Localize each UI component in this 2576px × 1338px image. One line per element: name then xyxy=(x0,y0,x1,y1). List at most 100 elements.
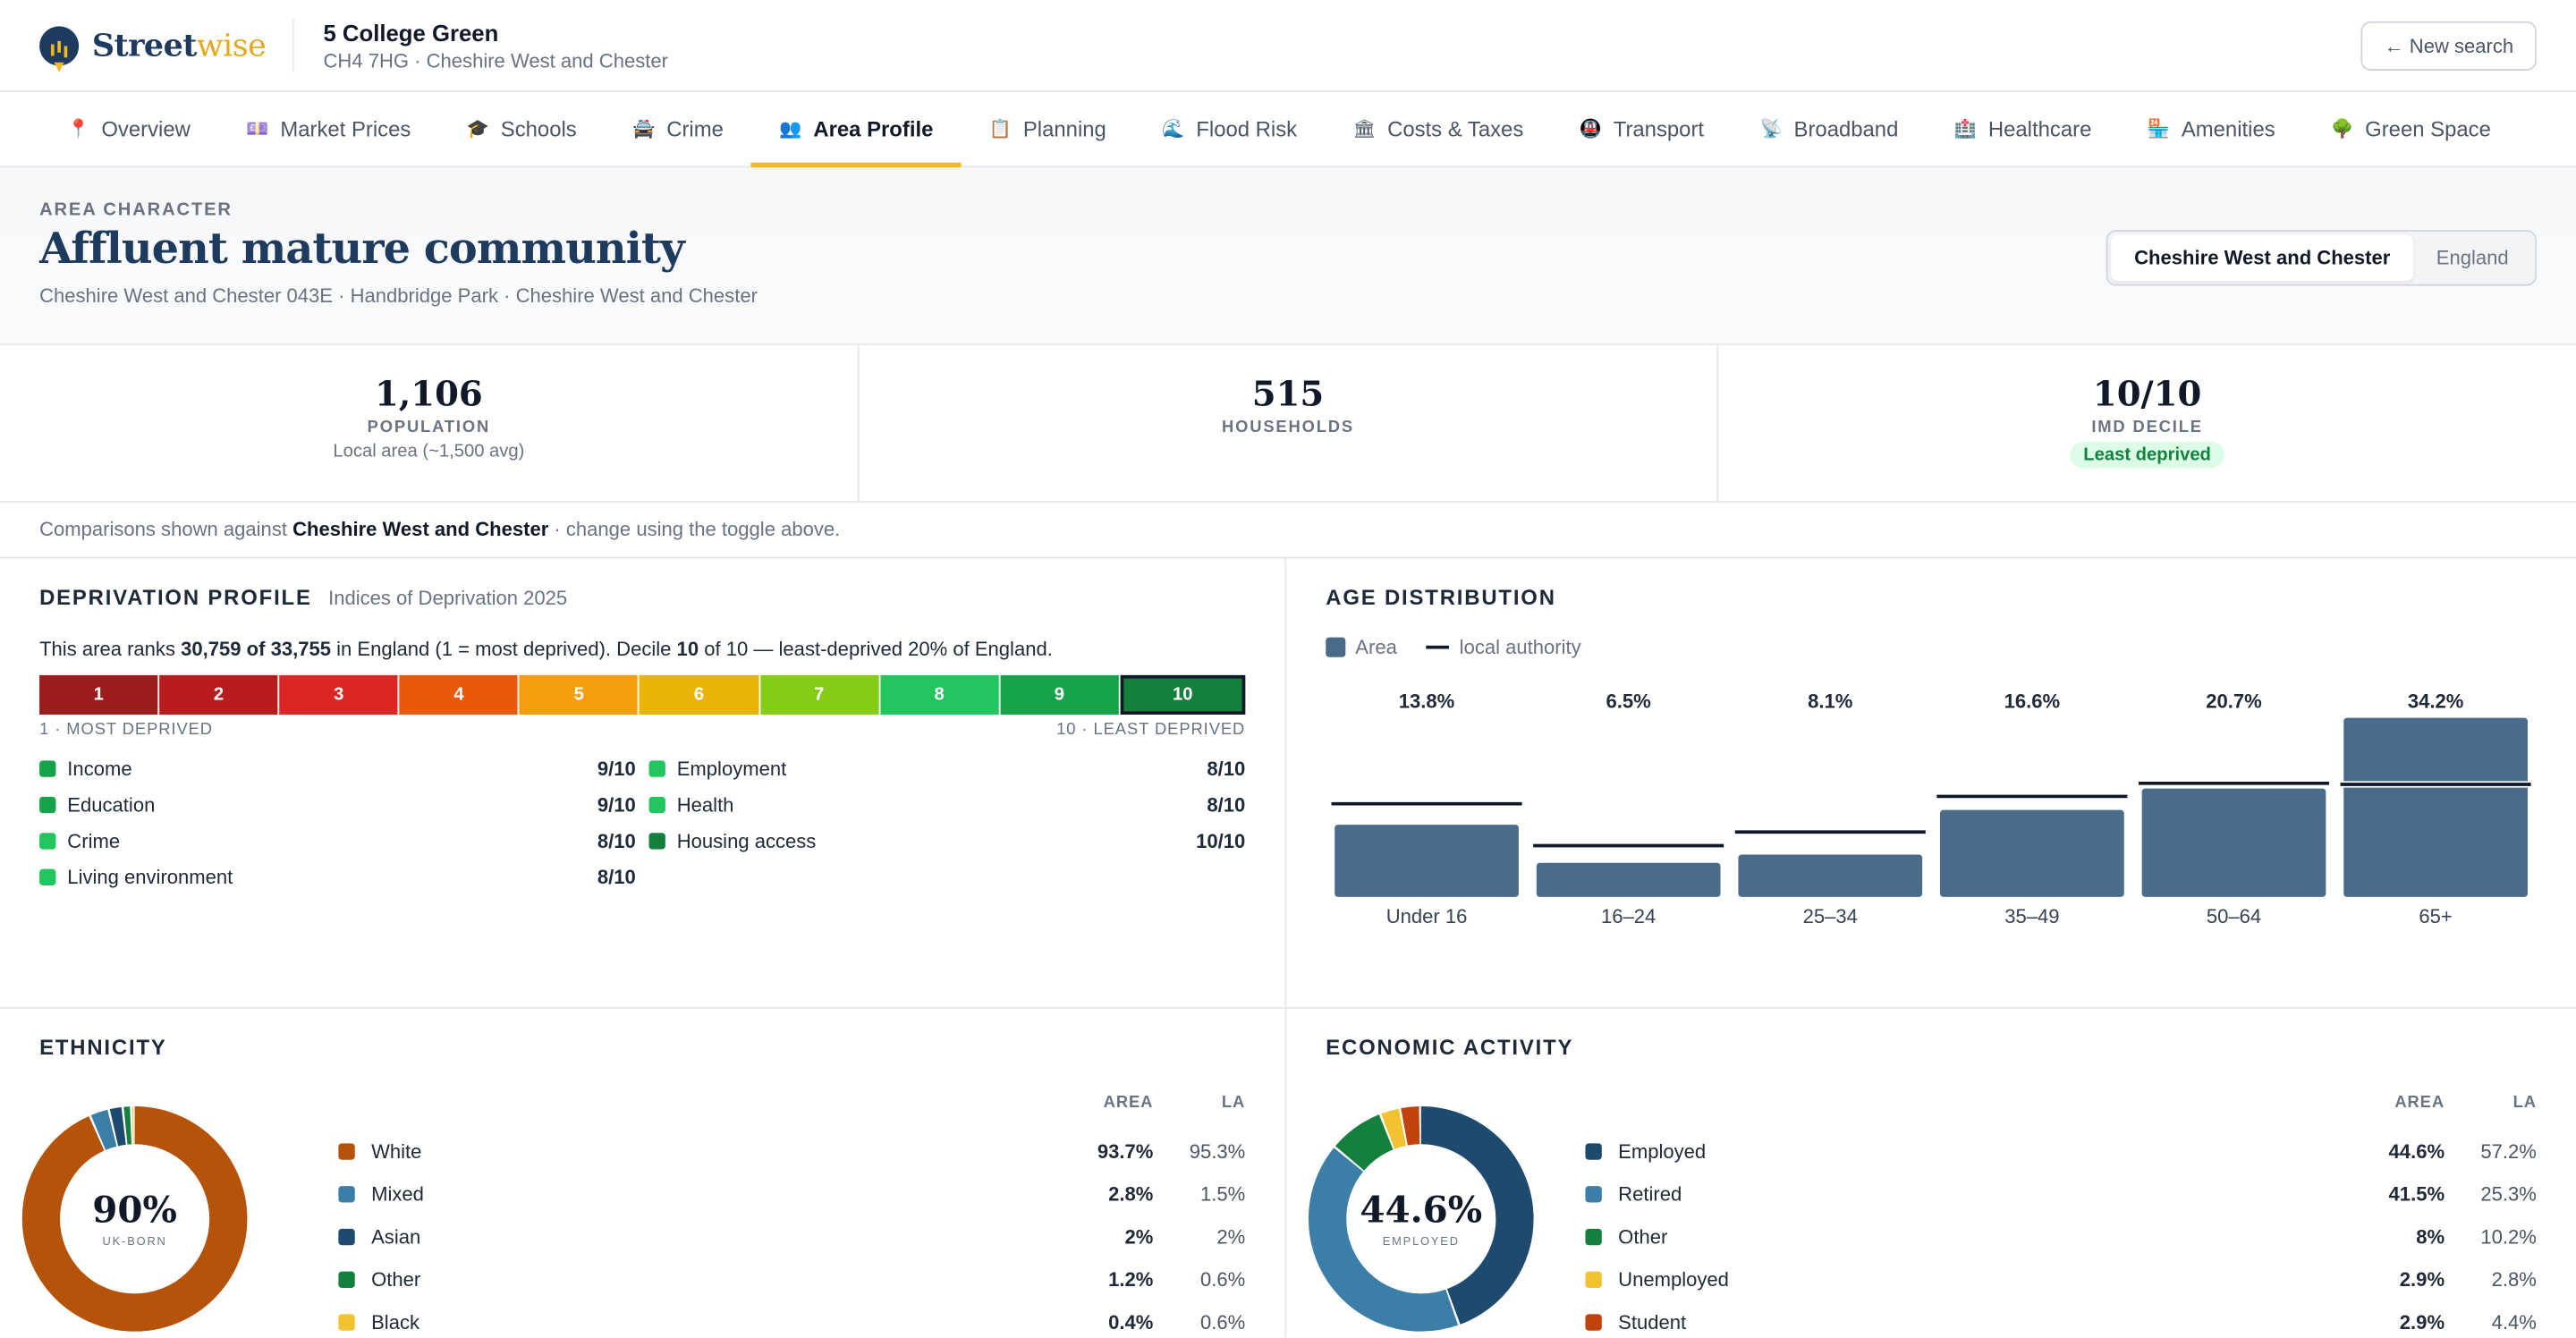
ethnicity-center-label: UK-BORN xyxy=(102,1237,167,1249)
tab-schools[interactable]: 🎓 Schools xyxy=(439,92,605,166)
crime-icon: 🚔 xyxy=(632,120,656,140)
row-1: DEPRIVATION PROFILE Indices of Deprivatio… xyxy=(0,558,2576,1009)
age-value-label: 8.1% xyxy=(1808,690,1853,713)
imd-badge: Least deprived xyxy=(2070,442,2224,469)
age-category-label: Under 16 xyxy=(1386,905,1468,927)
age-category-label: 50–64 xyxy=(2207,905,2261,927)
decile-cell: 4 xyxy=(399,674,519,715)
tab-label: Transport xyxy=(1613,116,1705,141)
row-la-value: 0.6% xyxy=(1199,1267,1246,1291)
toggle-england[interactable]: England xyxy=(2436,246,2509,270)
tab-broadband[interactable]: 📡 Broadband xyxy=(1732,92,1926,166)
tab-costs-taxes[interactable]: 🏛 Costs & Taxes xyxy=(1325,92,1551,166)
row-la-value: 10.2% xyxy=(2480,1225,2537,1249)
domain-swatch xyxy=(39,796,56,814)
ethnicity-donut-center: 90% UK-BORN xyxy=(20,1104,250,1334)
tab-planning[interactable]: 📋 Planning xyxy=(962,92,1134,166)
row-name: Other xyxy=(371,1267,421,1291)
toggle-local-authority[interactable]: Cheshire West and Chester xyxy=(2111,234,2414,282)
note-prefix: Comparisons shown against xyxy=(39,517,293,541)
decile-cell: 8 xyxy=(879,674,999,715)
row-la-value: 1.5% xyxy=(1199,1182,1246,1207)
row-name: Student xyxy=(1618,1310,1687,1334)
tab-label: Overview xyxy=(101,116,191,141)
row-swatch xyxy=(1585,1228,1602,1246)
overview-icon: 📍 xyxy=(67,120,90,140)
table-row: Employed 44.6% 57.2% xyxy=(1585,1131,2537,1173)
legend-area-swatch xyxy=(1326,637,1346,657)
economic-donut-center: 44.6% EMPLOYED xyxy=(1306,1104,1536,1334)
tab-crime[interactable]: 🚔 Crime xyxy=(605,92,751,166)
ethnicity-table: AREA LA White 93.7% 95.3% Mixed 2.8% 1.5% Asian… xyxy=(338,1094,1245,1337)
age-category-label: 35–49 xyxy=(2004,905,2059,927)
domain-row: Housing access 10/10 xyxy=(648,823,1246,859)
households-label: HOUSEHOLDS xyxy=(1222,419,1354,437)
tab-amenities[interactable]: 🏪 Amenities xyxy=(2120,92,2303,166)
tab-green-space[interactable]: 🌳 Green Space xyxy=(2303,92,2519,166)
tab-transport[interactable]: 🚇 Transport xyxy=(1552,92,1733,166)
domain-swatch xyxy=(39,833,56,850)
stats-strip: 1,106 POPULATION Local area (~1,500 avg)… xyxy=(0,344,2576,504)
row-name: White xyxy=(371,1139,422,1164)
tab-overview[interactable]: 📍 Overview xyxy=(39,92,218,166)
tab-healthcare[interactable]: 🏥 Healthcare xyxy=(1927,92,2120,166)
economic-table: AREA LA Employed 44.6% 57.2% Retired 41.5% 25.… xyxy=(1585,1094,2537,1337)
domain-row: Crime 8/10 xyxy=(39,823,636,859)
decile-cell: 1 xyxy=(39,674,158,715)
domain-list: Income 9/10 Education 9/10 Crime 8/10 Living e… xyxy=(39,750,1245,895)
decile-cell: 5 xyxy=(520,674,639,715)
decile-cell: 9 xyxy=(1000,674,1119,715)
tab-label: Crime xyxy=(666,116,724,141)
tab-label: Healthcare xyxy=(1987,116,2092,141)
age-bar xyxy=(1738,854,1923,897)
domain-row: Income 9/10 xyxy=(39,750,636,786)
domain-swatch xyxy=(648,760,665,777)
population-sub: Local area (~1,500 avg) xyxy=(333,442,525,462)
tab-flood-risk[interactable]: 🌊 Flood Risk xyxy=(1134,92,1325,166)
legend-la: local authority xyxy=(1426,636,1581,659)
domain-row: Education 9/10 xyxy=(39,787,636,823)
table-row: Black 0.4% 0.6% xyxy=(338,1301,1245,1337)
deprivation-title: DEPRIVATION PROFILE Indices of Deprivatio… xyxy=(39,585,1245,610)
row-name: Unemployed xyxy=(1618,1267,1729,1291)
note-target: Cheshire West and Chester xyxy=(292,517,549,541)
tab-label: Broadband xyxy=(1793,116,1899,141)
tab-label: Amenities xyxy=(2181,116,2275,141)
tab-label: Area Profile xyxy=(813,116,934,141)
row-swatch xyxy=(338,1271,355,1288)
tab-market-prices[interactable]: 💷 Market Prices xyxy=(218,92,438,166)
healthcare-icon: 🏥 xyxy=(1953,120,1978,140)
row-name: Mixed xyxy=(371,1182,424,1207)
new-search-button[interactable]: ← New search xyxy=(2360,20,2537,71)
note-suffix: · change using the toggle above. xyxy=(548,517,841,541)
row-name: Asian xyxy=(371,1225,421,1249)
domain-value: 10/10 xyxy=(1196,829,1246,853)
ethnicity-col-la: LA xyxy=(1221,1094,1246,1113)
tab-area-profile[interactable]: 👥 Area Profile xyxy=(751,92,962,168)
economic-center-label: EMPLOYED xyxy=(1382,1237,1460,1249)
tab-label: Planning xyxy=(1022,116,1106,141)
domain-row: Health 8/10 xyxy=(648,787,1245,823)
row-la-value: 2.8% xyxy=(2491,1267,2537,1291)
schools-icon: 🎓 xyxy=(466,120,489,140)
tab-label: Schools xyxy=(500,116,577,141)
decile-cell: 7 xyxy=(759,674,879,715)
ethnicity-col-area: AREA xyxy=(1103,1094,1154,1113)
amenities-icon: 🏪 xyxy=(2147,120,2170,140)
brand-logo[interactable]: Streetwise xyxy=(39,19,294,72)
donut-segment xyxy=(21,1106,248,1332)
decile-end-right: 10 · LEAST DEPRIVED xyxy=(1056,721,1246,740)
row-area-value: 44.6% xyxy=(2388,1139,2445,1164)
domain-swatch xyxy=(39,868,56,885)
stat-households: 515 HOUSEHOLDS xyxy=(857,344,1717,502)
age-value-label: 6.5% xyxy=(1606,690,1652,713)
domain-value: 8/10 xyxy=(597,829,636,853)
top-bar: Streetwise 5 College Green CH4 7HG · Che… xyxy=(0,0,2576,92)
brand-name: Streetwise xyxy=(91,27,267,64)
domain-value: 9/10 xyxy=(597,757,636,781)
economic-col-area: AREA xyxy=(2394,1094,2445,1113)
economic-table-header: AREA LA xyxy=(1585,1094,2536,1130)
broadband-icon: 📡 xyxy=(1759,120,1783,140)
row-swatch xyxy=(1585,1186,1602,1203)
row-area-value: 93.7% xyxy=(1097,1139,1154,1164)
